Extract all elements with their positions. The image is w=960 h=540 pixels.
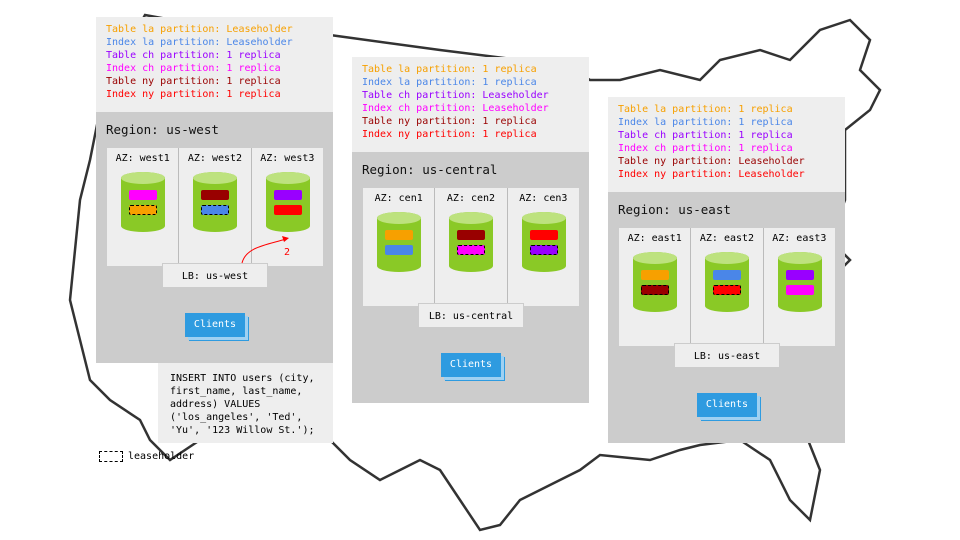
load-balancer: LB: us-east — [674, 343, 780, 368]
replica — [641, 270, 669, 280]
availability-zone: AZ: cen2 — [435, 188, 508, 306]
legend-line: Table ch partition: Leaseholder — [362, 90, 549, 101]
az-label: AZ: east3 — [772, 233, 827, 244]
leaseholder-replica — [713, 285, 742, 295]
clients-button[interactable]: Clients — [185, 313, 245, 337]
request-arrow-icon — [241, 236, 289, 264]
region-title: Region: us-east — [618, 202, 731, 217]
legend-line: Table ch partition: 1 replica — [618, 130, 793, 141]
replica — [785, 270, 814, 280]
legend-line: Index ny partition: Leaseholder — [618, 169, 805, 180]
load-balancer: LB: us-west — [162, 263, 268, 288]
replica — [457, 230, 486, 240]
availability-zone: AZ: east1 — [619, 228, 692, 346]
legend-line: Table ny partition: Leaseholder — [618, 156, 805, 167]
az-label: AZ: west1 — [115, 153, 170, 164]
az-label: AZ: east2 — [699, 233, 755, 244]
region-panel-east: Table la partition: 1 replica Index la pa… — [608, 97, 845, 443]
legend-line: Index la partition: 1 replica — [618, 117, 793, 128]
legend-line: Table la partition: 1 replica — [362, 64, 537, 75]
availability-zone: AZ: west3 — [252, 148, 323, 266]
insert-statement: INSERT INTO users (city, first_name, las… — [158, 363, 333, 443]
az-label: AZ: cen3 — [519, 193, 568, 204]
replica — [713, 270, 742, 280]
clients-button[interactable]: Clients — [697, 393, 757, 417]
az-label: AZ: cen1 — [374, 193, 423, 204]
region-title: Region: us-central — [362, 162, 498, 177]
replica — [385, 245, 413, 255]
replica — [385, 230, 413, 240]
availability-zone: AZ: east3 — [764, 228, 835, 346]
legend-line: Index ch partition: 1 replica — [618, 143, 793, 154]
replica — [273, 190, 302, 200]
legend-line: Table ny partition: 1 replica — [362, 116, 537, 127]
leaseholder-replica — [529, 245, 558, 255]
leaseholder-key-label: leaseholder — [128, 451, 195, 462]
region-panel-central: Table la partition: 1 replica Index la pa… — [352, 57, 589, 403]
legend-line: Index ny partition: 1 replica — [106, 89, 281, 100]
region-panel-west: Table la partition: Leaseholder Index la … — [96, 17, 333, 363]
legend-line: Index la partition: Leaseholder — [106, 37, 293, 48]
partition-legend: Table la partition: Leaseholder Index la … — [96, 17, 333, 112]
partition-legend: Table la partition: 1 replica Index la pa… — [608, 97, 845, 192]
legend-line: Index la partition: 1 replica — [362, 77, 537, 88]
az-label: AZ: cen2 — [446, 193, 496, 204]
availability-zone: AZ: east2 — [691, 228, 764, 346]
availability-zone: AZ: cen1 — [363, 188, 436, 306]
az-label: AZ: east1 — [627, 233, 682, 244]
arrow-label: 2 — [284, 247, 291, 258]
legend-line: Table la partition: Leaseholder — [106, 24, 293, 35]
leaseholder-replica — [129, 205, 157, 215]
az-label: AZ: west2 — [187, 153, 243, 164]
az-container: AZ: west1 AZ: west2 AZ: west3 — [107, 148, 323, 266]
az-container: AZ: cen1 AZ: cen2 AZ: cen3 — [363, 188, 579, 306]
database-node-icon — [777, 252, 822, 312]
replica — [201, 190, 230, 200]
leaseholder-replica — [457, 245, 486, 255]
database-node-icon — [449, 212, 494, 272]
database-node-icon — [377, 212, 421, 272]
database-node-icon — [265, 172, 310, 232]
az-container: AZ: east1 AZ: east2 AZ: east3 — [619, 228, 835, 346]
database-node-icon — [121, 172, 165, 232]
legend-line: Index ch partition: 1 replica — [106, 63, 281, 74]
replica — [529, 230, 558, 240]
dashed-box-icon — [99, 451, 123, 462]
leaseholder-replica — [641, 285, 669, 295]
availability-zone: AZ: west2 — [179, 148, 252, 266]
database-node-icon — [521, 212, 566, 272]
region-title: Region: us-west — [106, 122, 219, 137]
availability-zone: AZ: cen3 — [508, 188, 579, 306]
legend-line: Table la partition: 1 replica — [618, 104, 793, 115]
replica — [273, 205, 302, 215]
legend-line: Table ch partition: 1 replica — [106, 50, 281, 61]
availability-zone: AZ: west1 — [107, 148, 180, 266]
leaseholder-replica — [201, 205, 230, 215]
database-node-icon — [633, 252, 677, 312]
leaseholder-key: leaseholder — [99, 451, 194, 462]
legend-line: Index ny partition: 1 replica — [362, 129, 537, 140]
replica — [785, 285, 814, 295]
clients-button[interactable]: Clients — [441, 353, 501, 377]
database-node-icon — [705, 252, 750, 312]
partition-legend: Table la partition: 1 replica Index la pa… — [352, 57, 589, 152]
legend-line: Table ny partition: 1 replica — [106, 76, 281, 87]
az-label: AZ: west3 — [260, 153, 315, 164]
replica — [129, 190, 157, 200]
database-node-icon — [193, 172, 238, 232]
legend-line: Index ch partition: Leaseholder — [362, 103, 549, 114]
load-balancer: LB: us-central — [418, 303, 524, 328]
